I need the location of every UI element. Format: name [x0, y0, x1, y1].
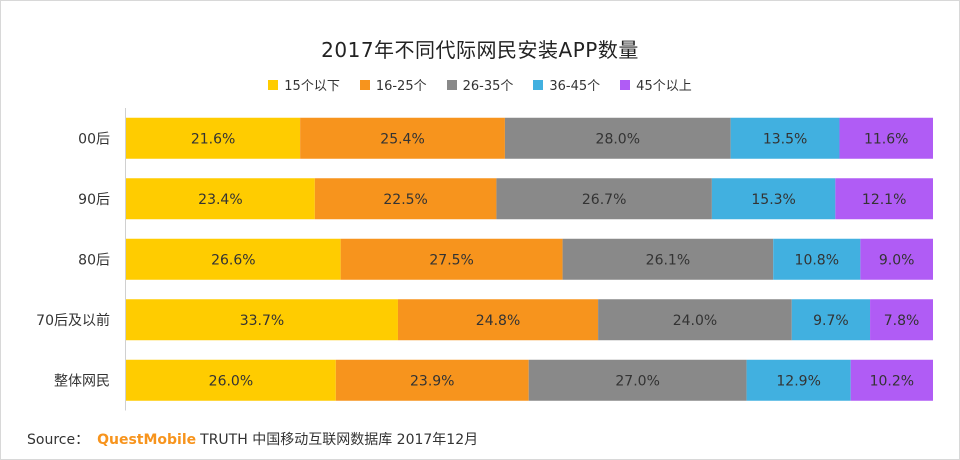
bar-segment: [126, 359, 336, 401]
chart-title: 2017年不同代际网民安装APP数量: [321, 38, 639, 62]
bar-segment: [860, 238, 933, 280]
legend-label: 26-35个: [462, 79, 514, 94]
legend-label: 15个以下: [284, 79, 340, 94]
data-label: 12.9%: [776, 373, 820, 389]
category-label: 70后及以前: [36, 312, 110, 329]
bar-segment: [562, 238, 774, 280]
bar-segment: [496, 178, 712, 220]
legend-item: 36-45个: [533, 75, 600, 94]
data-label: 15.3%: [751, 192, 795, 208]
bar-segment: [839, 117, 933, 159]
bar-segment: [791, 299, 871, 341]
legend-item: 45个以上: [620, 75, 692, 94]
source-brand: QuestMobile: [97, 432, 197, 448]
data-label: 33.7%: [240, 313, 284, 329]
legend-swatch: [533, 79, 544, 90]
data-label: 23.4%: [198, 192, 242, 208]
bar-segment: [528, 359, 747, 401]
legend-swatch: [359, 79, 370, 90]
bar-segment: [504, 117, 731, 159]
bar-segment: [340, 238, 563, 280]
bar-segment: [397, 299, 599, 341]
legend-item: 15个以下: [268, 75, 340, 94]
category-label: 90后: [78, 192, 110, 208]
data-label: 22.5%: [383, 192, 427, 208]
bar-segment: [314, 178, 497, 220]
data-label: 7.8%: [884, 313, 920, 329]
bar-segment: [126, 238, 341, 280]
data-label: 23.9%: [410, 373, 454, 389]
bar-segment: [126, 178, 315, 220]
data-label: 9.7%: [813, 313, 849, 329]
bar-segment: [335, 359, 529, 401]
chart-legend: 15个以下 16-25个 26-35个 36-45个 45个以上: [0, 75, 960, 94]
data-label: 25.4%: [380, 131, 424, 147]
data-label: 27.5%: [429, 252, 473, 268]
bar-segment: [850, 359, 933, 401]
data-label: 27.0%: [615, 373, 659, 389]
legend-swatch: [620, 79, 631, 90]
data-label: 24.0%: [673, 313, 717, 329]
legend-item: 26-35个: [446, 75, 514, 94]
data-label: 28.0%: [596, 131, 640, 147]
bar-segment: [773, 238, 861, 280]
source-prefix: Source：: [27, 432, 90, 448]
legend-label: 16-25个: [375, 79, 427, 94]
data-label: 11.6%: [864, 131, 908, 147]
source-text: TRUTH 中国移动互联网数据库 2017年12月: [200, 432, 479, 448]
category-label: 00后: [78, 131, 110, 147]
legend-label: 45个以上: [636, 79, 692, 94]
bar-segment: [126, 117, 301, 159]
legend-swatch: [268, 79, 279, 90]
bar-segment: [746, 359, 851, 401]
data-label: 12.1%: [862, 192, 906, 208]
data-label: 26.7%: [582, 192, 626, 208]
category-label: 80后: [78, 252, 110, 268]
bar-segment: [835, 178, 933, 220]
category-label: 整体网民: [54, 373, 110, 389]
data-label: 26.6%: [211, 252, 255, 268]
data-label: 26.1%: [646, 252, 690, 268]
legend-label: 36-45个: [549, 79, 601, 94]
data-label: 13.5%: [763, 131, 807, 147]
data-label: 10.2%: [870, 373, 914, 389]
source-note: Source： QuestMobile TRUTH 中国移动互联网数据库 2017年…: [27, 429, 478, 449]
bar-segment: [730, 117, 840, 159]
data-label: 9.0%: [879, 252, 915, 268]
legend-item: 16-25个: [359, 75, 427, 94]
data-label: 24.8%: [476, 313, 520, 329]
bar-segment: [300, 117, 505, 159]
data-label: 10.8%: [795, 252, 839, 268]
bar-segment: [870, 299, 933, 341]
bar-segment: [711, 178, 836, 220]
bar-segment: [598, 299, 792, 341]
bar-segment: [126, 299, 398, 341]
data-label: 21.6%: [191, 131, 235, 147]
legend-swatch: [446, 79, 457, 90]
data-label: 26.0%: [209, 373, 253, 389]
